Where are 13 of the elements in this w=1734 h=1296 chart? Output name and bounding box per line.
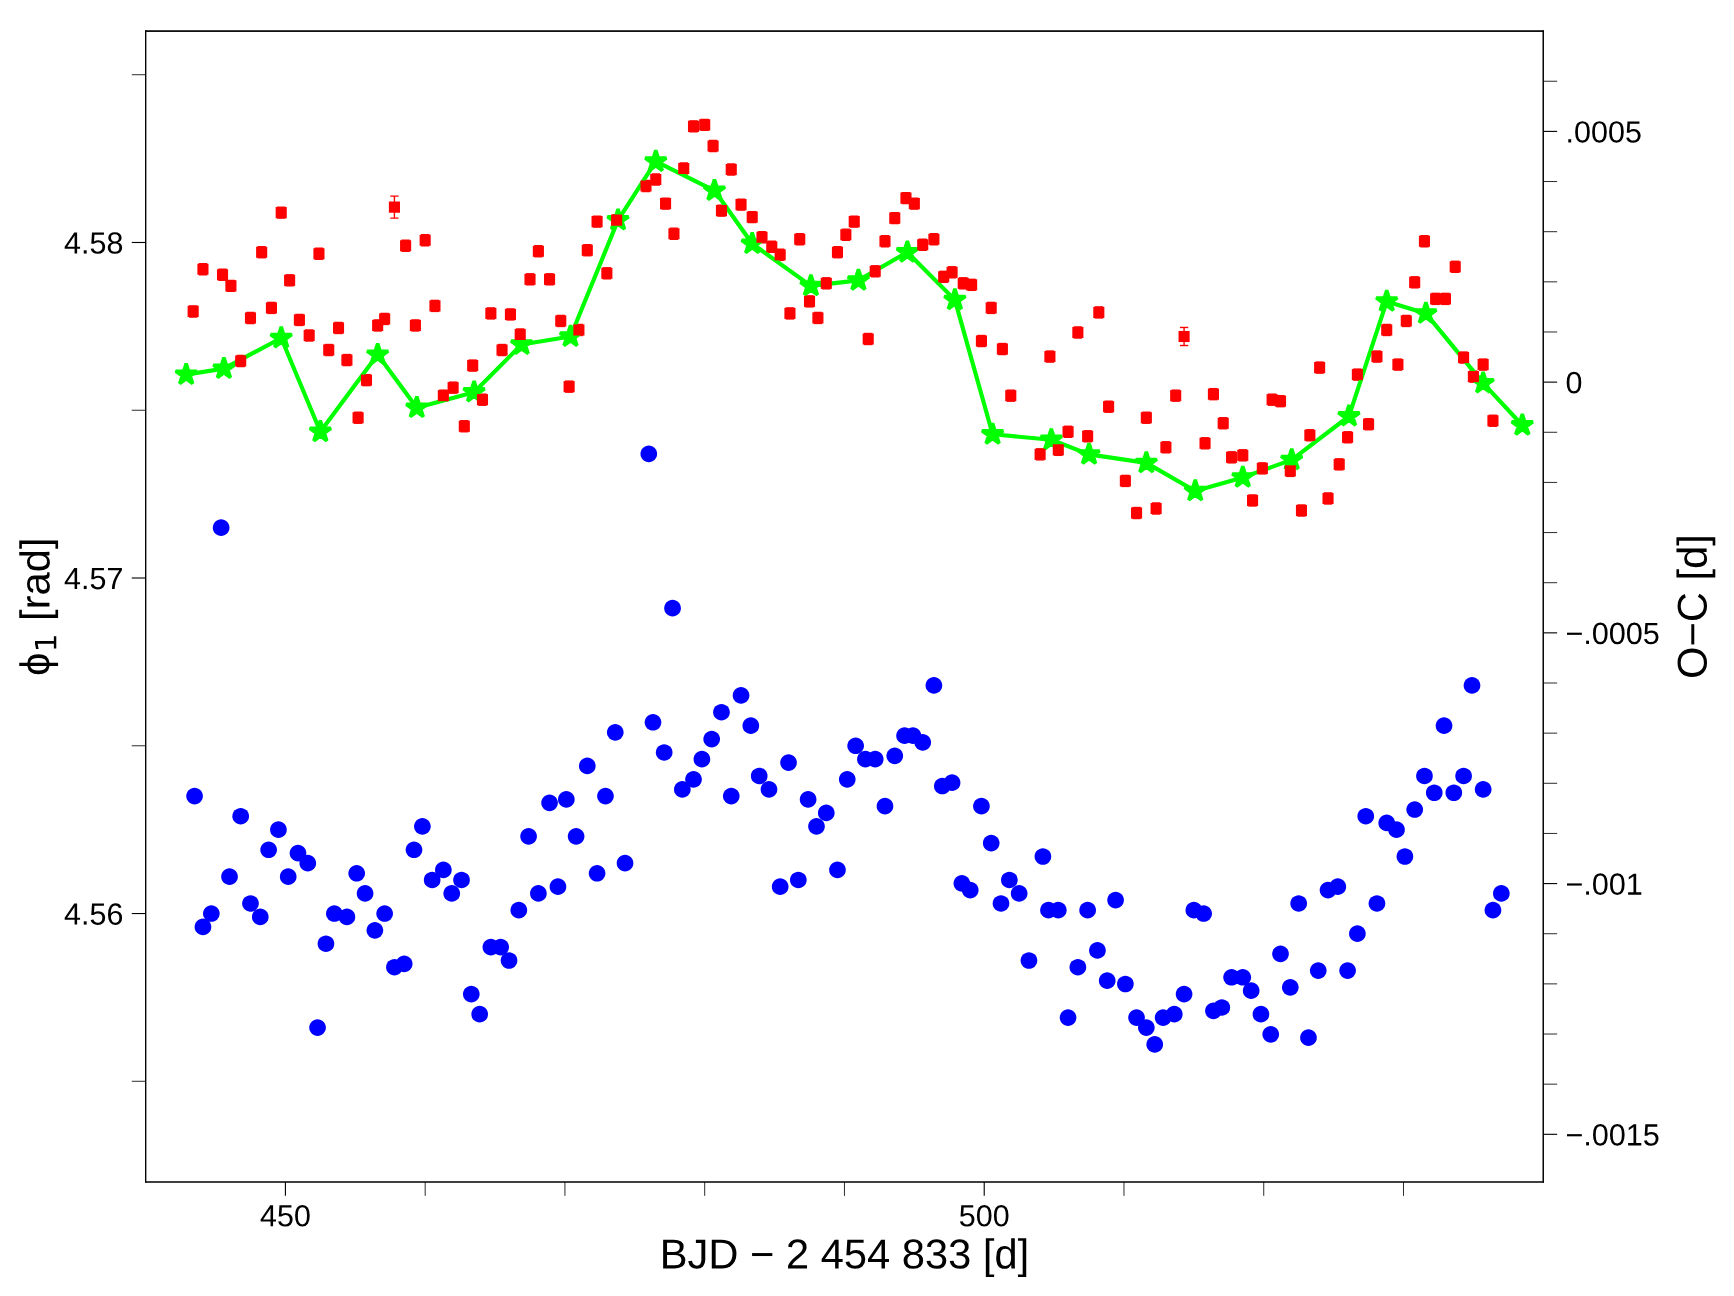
y2-tick-label: −.0015 xyxy=(1566,1124,1659,1146)
y-tick-label: 4.58 xyxy=(64,232,123,254)
y2-tick-label: 0 xyxy=(1566,371,1582,394)
y2-tick-label: −.0005 xyxy=(1566,622,1659,645)
x-tick-label: 500 xyxy=(959,1204,1009,1227)
y2-tick-label: −.001 xyxy=(1566,873,1642,895)
y2-tick-label: .0005 xyxy=(1568,121,1641,143)
x-axis-title: BJD − 2 454 833 [d] xyxy=(663,1238,1027,1278)
y-axis-title: ϕ$_{1}$ [rad] xyxy=(19,540,59,675)
x-tick-label: 450 xyxy=(260,1204,310,1227)
y-tick-label: 4.57 xyxy=(64,568,122,590)
y-tick-label: 4.56 xyxy=(64,903,123,925)
y2-axis-title: O−C [d] xyxy=(1676,537,1716,677)
